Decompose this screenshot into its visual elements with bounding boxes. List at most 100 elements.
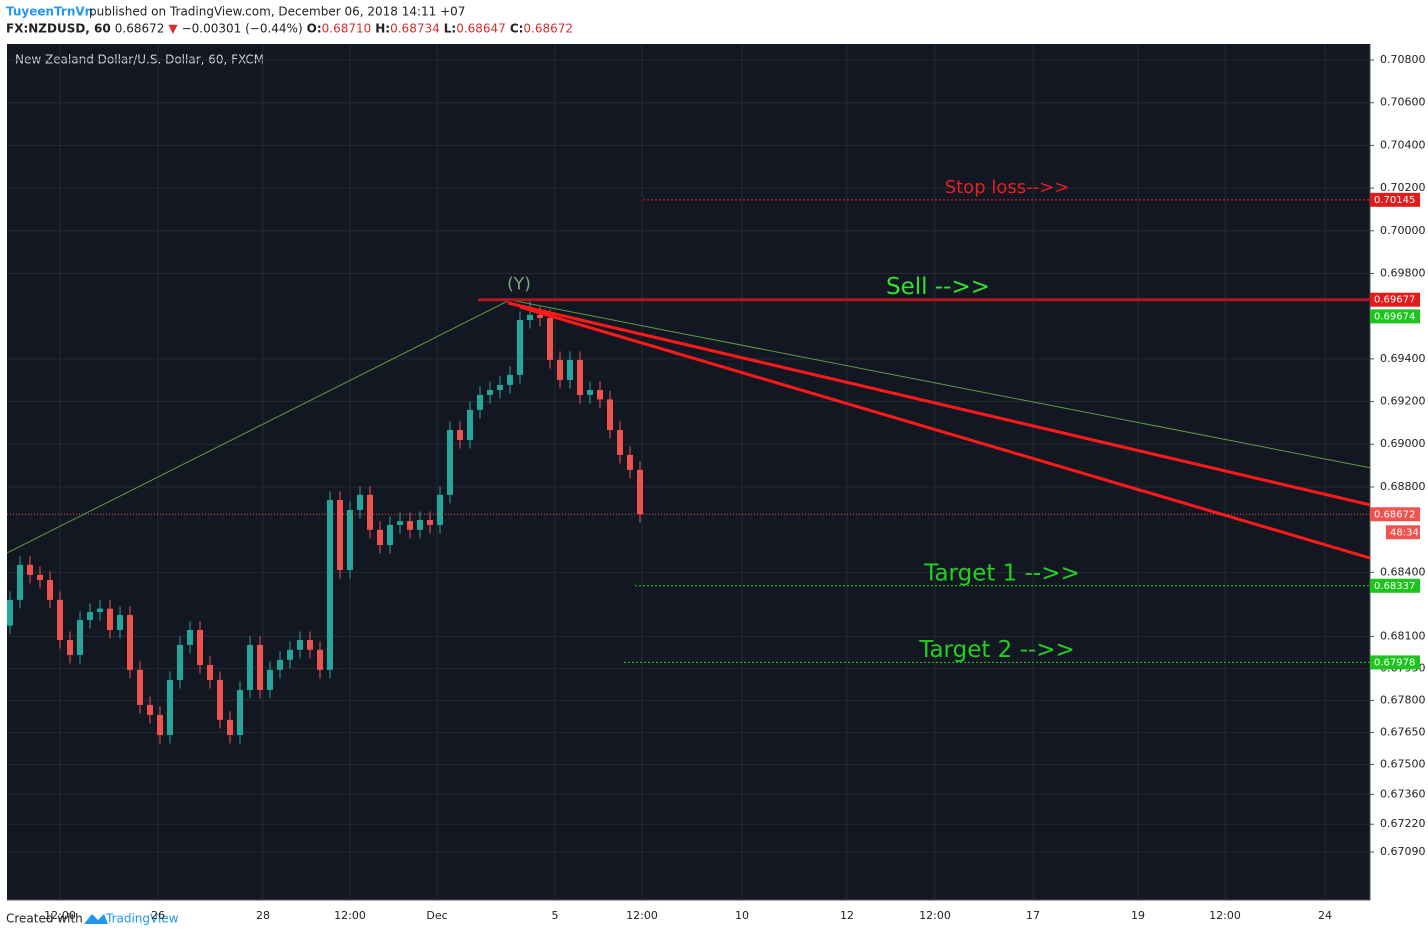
candle-body [167, 679, 173, 735]
x-tick-label: 17 [1026, 909, 1040, 922]
candle-body [517, 320, 523, 375]
y-tick-label: 0.70800 [1380, 53, 1426, 66]
candle-body [337, 499, 343, 570]
header-field: 0.68647 [456, 22, 506, 36]
candle-body [617, 429, 623, 455]
price-tag [1370, 578, 1420, 593]
x-tick-label: 10 [735, 909, 749, 922]
candle-body [107, 608, 113, 630]
candle-body [437, 494, 443, 525]
candle-body [57, 599, 63, 640]
y-tick-label: 0.70600 [1380, 96, 1426, 109]
x-tick-label: 12:00 [626, 909, 658, 922]
candle-body [507, 374, 513, 385]
candle-body [497, 384, 503, 391]
candle-body [557, 359, 563, 380]
candle-body [197, 629, 203, 665]
x-tick-label: 12:00 [919, 909, 951, 922]
candle-body [267, 669, 273, 690]
plot-bg [7, 44, 1370, 900]
level-label: Target 1 -->> [923, 560, 1080, 586]
candle-body [147, 704, 153, 715]
symbol-line: FX:NZDUSD, 60 0.68672 ▼ −0.00301 (−0.44%) O:… [6, 22, 573, 36]
candle-body [407, 521, 413, 530]
candle-body [47, 580, 53, 600]
price-tag [1370, 292, 1420, 307]
candle-body [367, 494, 373, 530]
candle-body [157, 714, 163, 735]
ohlc-label: L: [444, 22, 456, 36]
price-tag-label: 0.68672 [1374, 509, 1415, 520]
wave-label: (Y) [507, 274, 531, 294]
candle-body [7, 599, 13, 626]
candle-body [277, 659, 283, 670]
level-label: Target 2 -->> [918, 637, 1075, 663]
candle-body [227, 719, 233, 735]
header-field: 0.68672 [523, 22, 573, 36]
candle-body [127, 615, 133, 670]
candle-body [177, 644, 183, 680]
header-field: ▼ [168, 22, 178, 36]
y-tick-label: 0.69200 [1380, 395, 1426, 408]
candle-body [417, 520, 423, 530]
candle-body [397, 521, 403, 525]
candle-body [597, 390, 603, 400]
x-tick-label: 19 [1131, 909, 1145, 922]
price-tag [1370, 192, 1420, 207]
candle-body [327, 499, 333, 670]
candle-body [287, 649, 293, 660]
candle-body [37, 574, 43, 581]
header-field: 0.68672 [115, 22, 165, 36]
price-tag-label: 0.69677 [1374, 295, 1415, 306]
x-tick-label: 12:00 [44, 909, 76, 922]
trendline [519, 305, 1371, 560]
candle-body [257, 644, 263, 690]
price-tag [1370, 507, 1420, 522]
x-tick-label: 12:00 [1209, 909, 1241, 922]
candle-body [217, 679, 223, 720]
price-tag-label: 0.67978 [1374, 657, 1415, 668]
candle-body [457, 429, 463, 440]
x-tick-label: Dec [426, 909, 447, 922]
y-tick-label: 0.67500 [1380, 757, 1426, 770]
y-tick-label: 0.68100 [1380, 629, 1426, 642]
y-tick-label: 0.67220 [1380, 817, 1426, 830]
candle-body [347, 509, 353, 570]
candle-body [387, 524, 393, 546]
candle-body [487, 390, 493, 395]
footer-text: Created with [6, 912, 83, 926]
candle-body [377, 529, 383, 546]
candle-body [27, 564, 33, 575]
y-tick-label: 0.70000 [1380, 224, 1426, 237]
ohlc-label: O: [307, 22, 322, 36]
y-tick-label: 0.67650 [1380, 725, 1426, 738]
candle-body [427, 520, 433, 525]
candle-body [97, 608, 103, 613]
y-tick-label: 0.68400 [1380, 565, 1426, 578]
author[interactable]: TuyeenTrnVn [6, 5, 93, 19]
candle-body [627, 454, 633, 470]
candle-body [587, 390, 593, 395]
countdown: 48:34 [1390, 527, 1419, 538]
x-tick-label: 12:00 [334, 909, 366, 922]
level-label: Stop loss-->> [945, 177, 1070, 198]
candle-body [117, 615, 123, 630]
candle-body [537, 314, 543, 318]
candle-body [477, 394, 483, 410]
candle-body [237, 689, 243, 735]
brand[interactable]: TradingView [105, 912, 179, 926]
candle-body [67, 639, 73, 655]
candle-body [87, 612, 93, 620]
candle-body [447, 429, 453, 495]
candle-body [317, 649, 323, 670]
candle-body [467, 409, 473, 440]
y-tick-label: 0.67800 [1380, 693, 1426, 706]
price-tag [1370, 655, 1420, 670]
x-tick-label: 26 [151, 909, 165, 922]
price-tag-label: 0.70145 [1374, 195, 1415, 206]
x-tick-label: 12 [840, 909, 854, 922]
y-tick-label: 0.69800 [1380, 266, 1426, 279]
price-tag-label: 0.69674 [1374, 311, 1415, 322]
candle-body [77, 619, 83, 655]
